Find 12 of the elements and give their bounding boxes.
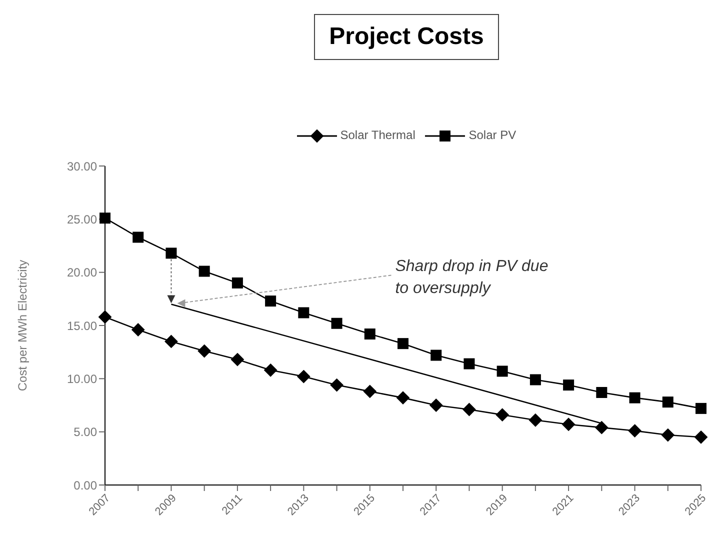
y-axis-title: Cost per MWh Electricity xyxy=(15,260,30,392)
chart-title: Project Costs xyxy=(314,14,499,60)
y-tick-label: 5.00 xyxy=(74,425,98,440)
y-tick-label: 10.00 xyxy=(66,372,98,386)
y-tick-label: 30.00 xyxy=(66,159,98,174)
y-tick-label: 15.00 xyxy=(66,318,98,333)
annotation: Sharp drop in PV due to oversupply xyxy=(395,258,548,298)
y-tick-label: 25.00 xyxy=(66,212,98,226)
y-tick-label: 20.00 xyxy=(66,266,98,280)
legend-label: Solar Thermal xyxy=(339,128,416,143)
y-tick-label: 0.00 xyxy=(74,478,98,492)
legend-label: Solar PV xyxy=(468,128,516,143)
